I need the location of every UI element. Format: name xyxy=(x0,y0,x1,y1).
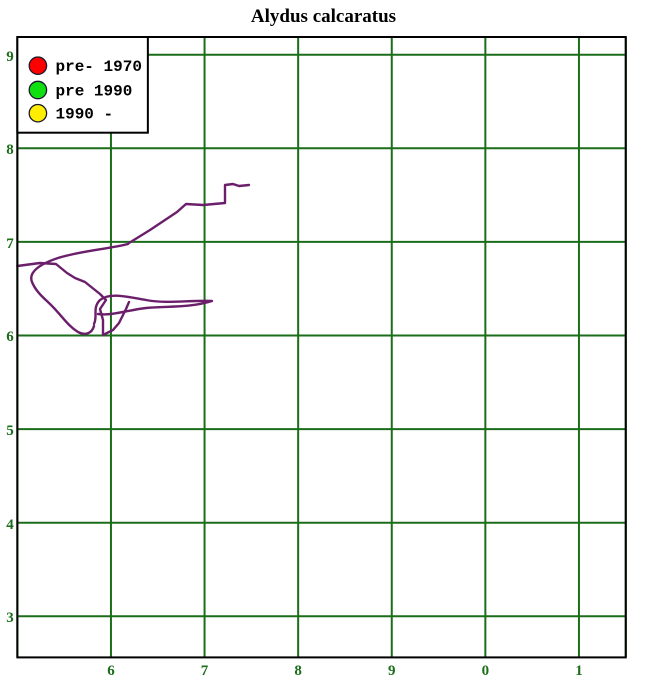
svg-text:3: 3 xyxy=(6,610,14,626)
svg-text:7: 7 xyxy=(6,236,14,252)
svg-text:6: 6 xyxy=(107,663,115,679)
svg-text:8: 8 xyxy=(6,142,14,158)
svg-text:9: 9 xyxy=(6,49,14,65)
svg-text:1: 1 xyxy=(575,663,583,679)
svg-text:1990 -: 1990 - xyxy=(56,106,114,124)
svg-text:5: 5 xyxy=(6,423,14,439)
svg-text:4: 4 xyxy=(6,517,14,533)
svg-text:8: 8 xyxy=(294,663,302,679)
svg-text:6: 6 xyxy=(6,329,14,345)
svg-text:9: 9 xyxy=(388,663,396,679)
svg-text:pre- 1970: pre- 1970 xyxy=(56,58,142,76)
svg-text:pre 1990: pre 1990 xyxy=(56,82,133,100)
svg-text:7: 7 xyxy=(201,663,209,679)
svg-text:0: 0 xyxy=(482,663,490,679)
